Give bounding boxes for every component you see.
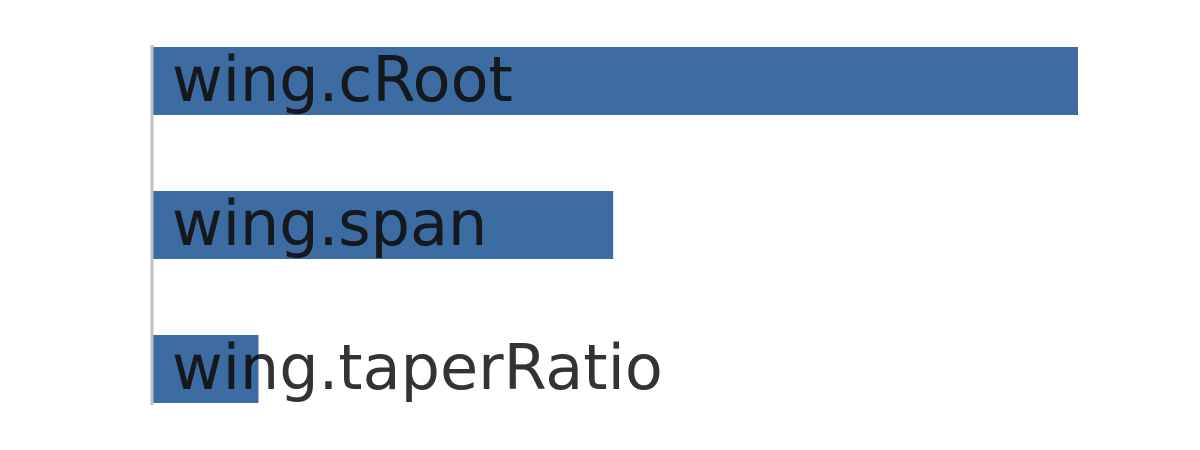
- category-label: wing.taperRatio: [172, 331, 663, 404]
- labels-layer: wing.cRootwing.cRootwing.spanwing.spanwi…: [172, 43, 663, 404]
- category-label-on-bar: wing.cRoot: [172, 43, 513, 116]
- bars-layer: [152, 47, 1078, 403]
- bar-2: [152, 335, 259, 403]
- category-label-on-bar: wing.span: [172, 187, 487, 260]
- category-label: wing.cRoot: [172, 43, 513, 116]
- category-label-on-bar: wing.taperRatio: [172, 331, 663, 404]
- category-label: wing.span: [172, 187, 487, 260]
- bar-0: [152, 47, 1078, 115]
- bar-1: [152, 191, 614, 259]
